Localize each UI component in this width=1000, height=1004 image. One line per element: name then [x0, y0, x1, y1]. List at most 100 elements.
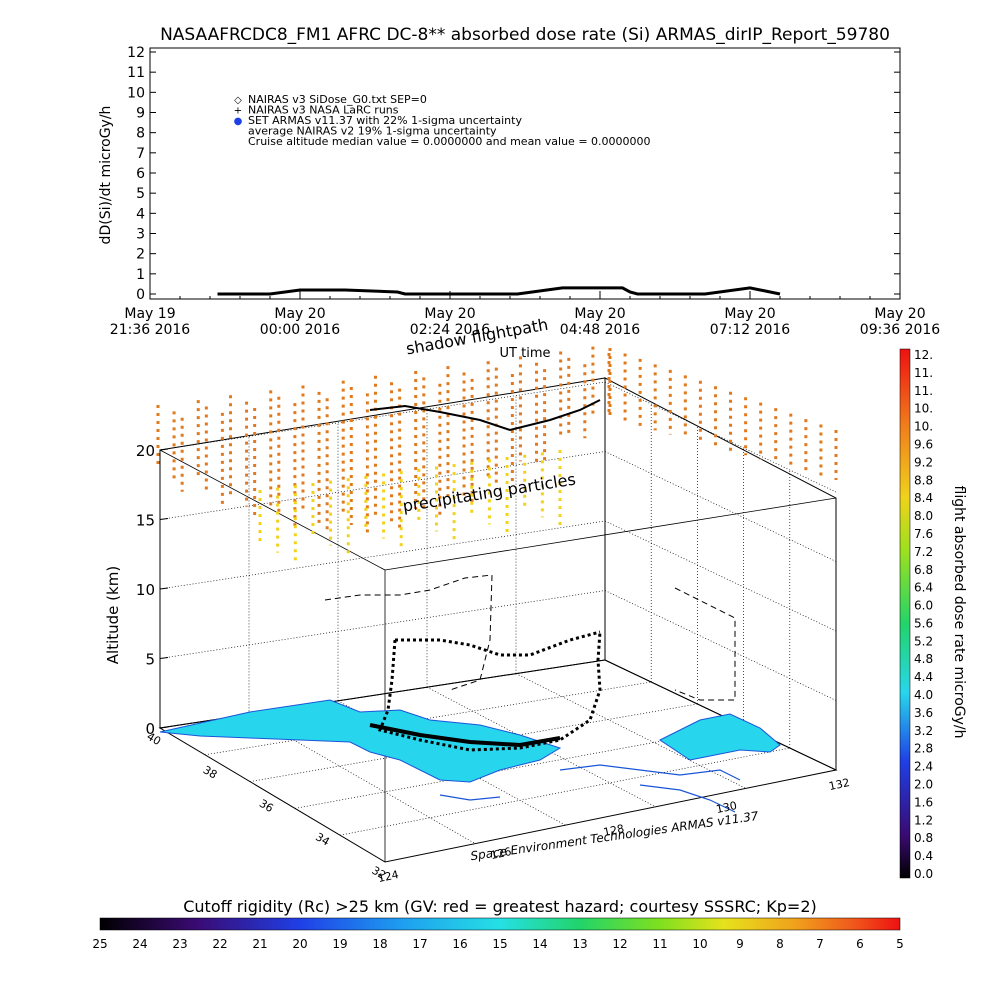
dose-series-line	[217, 286, 781, 296]
grid-line	[426, 686, 656, 808]
coastline	[639, 784, 736, 813]
grid-line	[339, 747, 790, 836]
rc-tick-label: 11	[652, 937, 667, 951]
lat-tick-label: 34	[313, 830, 332, 848]
floor	[158, 659, 838, 863]
colorbar-tick-label: 8.0	[914, 509, 933, 523]
y-tick-label: 2	[136, 247, 145, 263]
colorbar-tick-label: 6.0	[914, 599, 933, 613]
rc-tick-label: 13	[572, 937, 587, 951]
rc-colorbar-ticks: 25 24 23 22 21 20 19 18 17 16 15 14 13 12 11 10 9 8 7 6 5	[92, 937, 903, 951]
coastline	[559, 764, 741, 781]
colorbar-gradient	[899, 348, 911, 879]
coastline	[439, 794, 501, 801]
colorbar-tick-label: 9.6	[914, 437, 933, 451]
rc-tick-label: 17	[412, 937, 427, 951]
rc-tick-label: 6	[856, 937, 864, 951]
grid-lines	[159, 381, 837, 844]
y-tick-label: 10	[127, 85, 145, 101]
y-axis-label: dD(Si)/dt microGy/h	[98, 106, 114, 245]
rc-tick-label: 9	[736, 937, 744, 951]
ocean-west	[159, 699, 562, 783]
lon-tick-label: 130	[715, 799, 738, 816]
top-left-edge	[159, 449, 386, 571]
y-tick-label: 1	[136, 267, 145, 283]
legend-symbol: ●	[234, 116, 243, 127]
grid-line	[159, 590, 606, 659]
rc-tick-label: 22	[212, 937, 227, 951]
colorbar-tick-label: 10.	[914, 402, 933, 416]
z-tick	[159, 657, 169, 659]
flight-track	[324, 399, 736, 752]
lon-tick-label: 126	[489, 845, 512, 862]
rc-gradient	[99, 917, 901, 931]
legend-entry: NAIRAS v3 NASA LaRC runs	[248, 104, 399, 117]
rc-tick-label: 10	[692, 937, 707, 951]
rc-tick-label: 8	[776, 937, 784, 951]
x-tick-time: 21:36 2016	[110, 322, 191, 338]
z-tick	[159, 518, 169, 520]
flight-track-ground	[369, 723, 561, 748]
shadow-flightpath-line	[369, 399, 601, 432]
colorbar-tick-label: 3.2	[914, 724, 933, 738]
z-tick	[159, 448, 169, 451]
colorbar-tick-label: 2.4	[914, 760, 933, 774]
y-tick-label: 5	[136, 186, 145, 202]
y-tick-label: 4	[136, 206, 145, 222]
grid-line	[159, 381, 606, 451]
legend: ◇ NAIRAS v3 SiDose_G0.txt SEP=0 + NAIRAS v3…	[234, 93, 651, 148]
y-tick-label: 0	[136, 287, 145, 303]
colorbar-tick-label: 9.2	[914, 455, 933, 469]
y-tick-label: 11	[127, 65, 145, 81]
colorbar-tick-label: 2.0	[914, 778, 933, 792]
z-tick-label: 5	[145, 651, 155, 669]
rc-tick-label: 5	[896, 937, 904, 951]
x-tick-date: May 20	[574, 306, 625, 322]
precipitating-particles-markers	[156, 346, 838, 561]
colorbar-tick-label: 4.4	[914, 670, 933, 684]
z-tick	[159, 726, 169, 729]
colorbar-label: flight absorbed dose rate microGy/h	[951, 486, 967, 739]
grid-line	[294, 725, 744, 809]
legend-symbol: +	[234, 106, 242, 117]
lat-tick-label: 36	[257, 797, 276, 815]
lon-tick-label: 124	[377, 868, 400, 885]
ocean-map	[159, 699, 781, 813]
colorbar-tick-label: 7.6	[914, 527, 933, 541]
colorbar-tick-label: 6.4	[914, 581, 933, 595]
grid-line	[604, 381, 837, 493]
colorbar-tick-label: 0.4	[914, 849, 933, 863]
z-tick	[159, 587, 169, 590]
colorbar-tick-label: 11.	[914, 366, 933, 380]
x-tick-time: 00:00 2016	[260, 322, 341, 338]
colorbar-tick-label: 8.4	[914, 491, 933, 505]
x-tick-time: 07:12 2016	[710, 322, 791, 338]
colorbar-tick-label: 1.2	[914, 813, 933, 827]
colorbar-tick-label: 6.8	[914, 563, 933, 577]
rc-tick-label: 23	[172, 937, 187, 951]
legend-entry: SET ARMAS v11.37 with 22% 1-sigma uncert…	[248, 114, 522, 127]
x-tick-date: May 20	[274, 306, 325, 322]
rc-tick-label: 14	[532, 937, 547, 951]
z-axis-label: Altitude (km)	[104, 566, 122, 664]
flight-track-projection-wall	[674, 587, 736, 701]
x-tick-time: 04:48 2016	[560, 322, 641, 338]
rc-tick-label: 15	[492, 937, 507, 951]
x-tick-date: May 20	[874, 306, 925, 322]
legend-entry: Cruise altitude median value = 0.0000000…	[248, 135, 651, 148]
colorbar-tick-label: 7.2	[914, 545, 933, 559]
back-wall	[159, 377, 606, 729]
page-title: NASAAFRCDC8_FM1 AFRC DC-8** absorbed dos…	[160, 25, 890, 45]
legend-entry: average NAIRAS v2 19% 1-sigma uncertaint…	[248, 125, 497, 138]
cutoff-rigidity-colorbar: Cutoff rigidity (Rc) >25 km (GV: red = g…	[92, 897, 903, 951]
rc-tick-label: 7	[816, 937, 824, 951]
series-lines	[217, 286, 781, 296]
flight-track-cruise	[395, 630, 601, 657]
grid-line	[604, 590, 837, 701]
grid-line	[159, 451, 606, 520]
